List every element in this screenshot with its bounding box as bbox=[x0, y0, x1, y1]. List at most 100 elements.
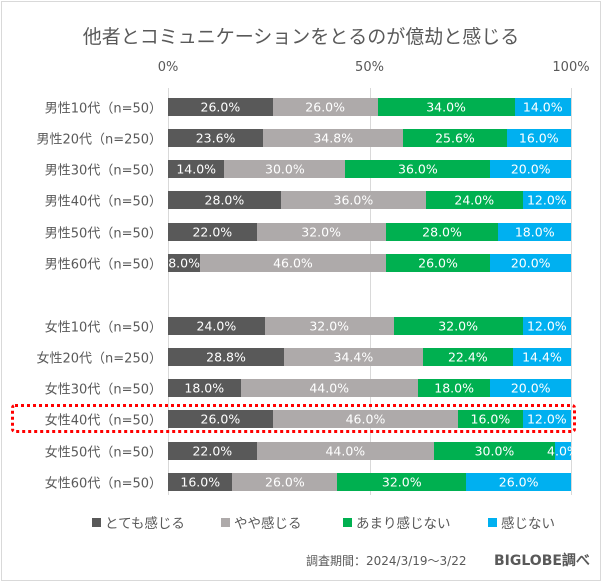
data-label: 4.0% bbox=[547, 443, 579, 459]
data-label: 26.0% bbox=[265, 474, 305, 490]
bar-segment bbox=[417, 379, 491, 397]
x-tick-label: 0% bbox=[157, 60, 179, 75]
bar-segment bbox=[377, 98, 515, 116]
data-label: 24.0% bbox=[454, 192, 495, 208]
bar-segment bbox=[224, 160, 346, 178]
bar-segment bbox=[466, 473, 571, 491]
data-label: 28.8% bbox=[206, 349, 246, 365]
source-logo: BIGLOBE調べ bbox=[494, 553, 590, 569]
data-label: 36.0% bbox=[398, 161, 438, 177]
data-label: 20.0% bbox=[510, 255, 551, 271]
legend-item: あまり感じない bbox=[343, 512, 451, 532]
x-tick-label: 100% bbox=[552, 60, 590, 75]
data-label: 46.0% bbox=[273, 255, 313, 271]
legend-item: とても感じる bbox=[92, 512, 185, 532]
category-label: 男性30代（n=50） bbox=[44, 163, 162, 179]
data-label: 25.6% bbox=[435, 130, 475, 146]
bar-segment bbox=[256, 223, 386, 241]
bar-segment bbox=[168, 191, 281, 209]
data-label: 26.0% bbox=[418, 255, 458, 271]
bar-segment bbox=[168, 160, 225, 178]
bar-segment bbox=[522, 410, 571, 428]
bar-segment bbox=[168, 473, 233, 491]
category-label: 男性20代（n=250） bbox=[36, 132, 163, 148]
data-label: 22.4% bbox=[447, 349, 488, 365]
bar-segment bbox=[168, 379, 241, 397]
bar-segment bbox=[393, 317, 523, 335]
bar-segment bbox=[272, 410, 459, 428]
data-label: 26.0% bbox=[200, 99, 241, 115]
data-label: 26.0% bbox=[305, 99, 346, 115]
category-label: 男性50代（n=50） bbox=[44, 226, 162, 242]
bar-segment bbox=[385, 223, 499, 241]
bar-segment bbox=[512, 348, 571, 366]
bar-segment bbox=[514, 98, 571, 116]
data-label: 26.0% bbox=[498, 474, 539, 490]
data-label: 8.0% bbox=[168, 255, 200, 271]
bar-segment bbox=[240, 379, 418, 397]
legend-swatch bbox=[221, 517, 230, 527]
data-label: 23.6% bbox=[195, 130, 236, 146]
chart-title: 他者とコミュニケーションをとるのが億劫と感じる bbox=[82, 26, 520, 48]
bar-segment bbox=[490, 254, 571, 272]
data-label: 14.0% bbox=[522, 99, 563, 115]
bar-segment bbox=[168, 98, 273, 116]
legend-label: あまり感じない bbox=[356, 516, 451, 532]
gridline bbox=[369, 88, 371, 495]
bar-segment bbox=[264, 317, 394, 335]
data-label: 36.0% bbox=[333, 192, 374, 208]
gridline bbox=[571, 88, 572, 495]
bar-segment bbox=[506, 129, 571, 147]
bar-segment bbox=[403, 129, 507, 147]
category-label: 男性10代（n=50） bbox=[44, 101, 162, 117]
data-label: 18.0% bbox=[184, 380, 225, 396]
bar-segment bbox=[498, 223, 571, 241]
survey-period: 調査期間：2024/3/19～3/22 bbox=[306, 554, 467, 568]
bar-segment bbox=[256, 442, 434, 460]
bar-segment bbox=[422, 348, 513, 366]
bar-segment bbox=[168, 223, 257, 241]
data-label: 28.0% bbox=[422, 224, 462, 240]
bar-segment bbox=[490, 379, 571, 397]
bar-segment bbox=[522, 191, 571, 209]
data-label: 30.0% bbox=[265, 161, 305, 177]
x-tick-label: 50% bbox=[355, 60, 384, 75]
bar-segment bbox=[263, 129, 404, 147]
data-label: 12.0% bbox=[526, 192, 567, 208]
data-label: 34.8% bbox=[313, 130, 354, 146]
bar-segment bbox=[232, 473, 338, 491]
data-label: 16.0% bbox=[518, 130, 559, 146]
data-label: 22.0% bbox=[192, 224, 233, 240]
data-label: 14.4% bbox=[522, 349, 562, 365]
bar-segment bbox=[337, 473, 467, 491]
bar-segment bbox=[490, 160, 571, 178]
bar-segment bbox=[385, 254, 491, 272]
legend-item: 感じない bbox=[488, 512, 555, 532]
data-label: 22.0% bbox=[192, 443, 233, 459]
data-label: 12.0% bbox=[526, 318, 567, 334]
data-label: 18.0% bbox=[434, 380, 474, 396]
data-label: 32.0% bbox=[301, 224, 341, 240]
data-label: 12.0% bbox=[526, 411, 567, 427]
bar-segment bbox=[200, 254, 386, 272]
category-label: 男性60代（n=50） bbox=[44, 257, 162, 273]
bar-segment bbox=[168, 129, 264, 147]
bar-segment bbox=[280, 191, 426, 209]
data-label: 20.0% bbox=[510, 161, 551, 177]
highlight-box bbox=[11, 404, 576, 433]
category-label: 女性60代（n=50） bbox=[44, 476, 162, 492]
data-label: 26.0% bbox=[200, 411, 241, 427]
bar-segment bbox=[168, 254, 201, 272]
data-label: 32.0% bbox=[438, 318, 479, 334]
category-label: 男性40代（n=50） bbox=[44, 194, 162, 210]
legend-item: やや感じる bbox=[221, 512, 302, 532]
data-label: 24.0% bbox=[196, 318, 237, 334]
category-label: 女性30代（n=50） bbox=[44, 382, 162, 398]
bar-segment bbox=[168, 348, 285, 366]
data-label: 44.0% bbox=[309, 380, 350, 396]
data-label: 30.0% bbox=[474, 443, 515, 459]
data-label: 20.0% bbox=[510, 380, 551, 396]
data-label: 46.0% bbox=[345, 411, 386, 427]
data-label: 32.0% bbox=[381, 474, 422, 490]
data-label: 34.0% bbox=[426, 99, 466, 115]
